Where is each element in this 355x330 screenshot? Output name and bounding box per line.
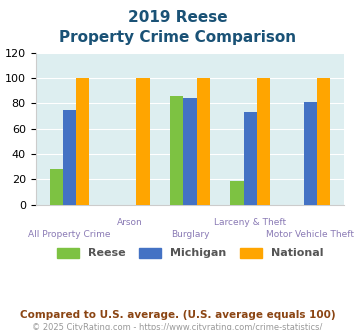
Bar <box>317 78 330 205</box>
Bar <box>257 78 270 205</box>
Legend: Reese, Michigan, National: Reese, Michigan, National <box>52 243 328 263</box>
Bar <box>76 78 89 205</box>
Bar <box>50 169 63 205</box>
Text: © 2025 CityRating.com - https://www.cityrating.com/crime-statistics/: © 2025 CityRating.com - https://www.city… <box>32 323 323 330</box>
Bar <box>183 98 197 205</box>
Bar <box>63 110 76 205</box>
Text: Larceny & Theft: Larceny & Theft <box>214 218 286 227</box>
Text: Arson: Arson <box>117 218 143 227</box>
Bar <box>197 78 210 205</box>
Bar <box>136 78 149 205</box>
Text: Property Crime Comparison: Property Crime Comparison <box>59 30 296 45</box>
Text: Compared to U.S. average. (U.S. average equals 100): Compared to U.S. average. (U.S. average … <box>20 310 335 320</box>
Bar <box>230 181 244 205</box>
Bar <box>170 96 183 205</box>
Bar <box>304 102 317 205</box>
Text: All Property Crime: All Property Crime <box>28 230 111 239</box>
Text: 2019 Reese: 2019 Reese <box>128 10 227 25</box>
Text: Motor Vehicle Theft: Motor Vehicle Theft <box>267 230 354 239</box>
Bar <box>244 112 257 205</box>
Text: Burglary: Burglary <box>171 230 209 239</box>
